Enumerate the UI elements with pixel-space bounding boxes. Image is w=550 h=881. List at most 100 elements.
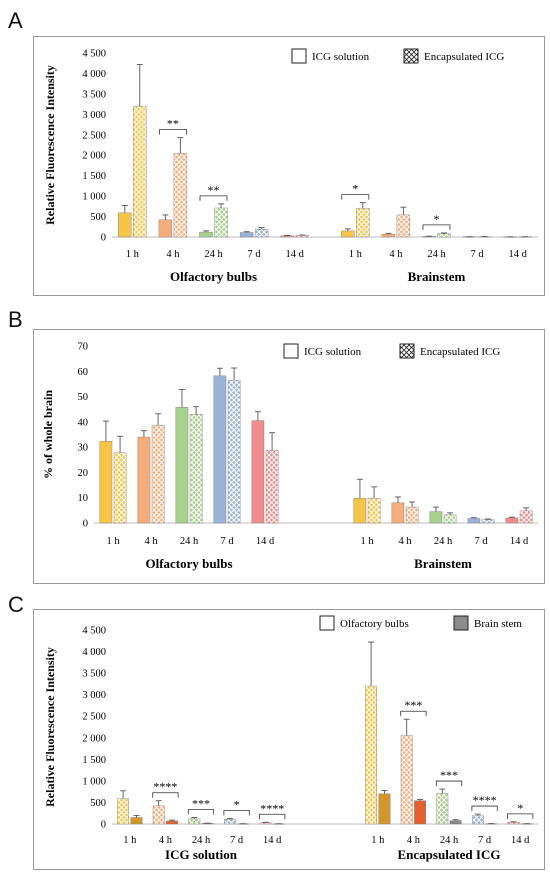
significance-label: **** [473,793,497,807]
y-tick-label: 2 000 [82,733,106,744]
significance-bracket [471,805,498,812]
bar [356,208,370,238]
group-label: Olfactory bulbs [145,556,232,571]
bar [214,207,228,238]
x-tick-label: 1 h [360,536,374,547]
bar [265,450,279,524]
bar [259,822,272,825]
x-tick-label: 1 h [126,249,140,260]
bar [405,506,419,524]
group-label: Encapsulated ICG [398,847,501,862]
bar [507,822,520,825]
significance-bracket [199,195,228,201]
y-axis-label: % of whole brain [41,390,55,479]
legend-label: Encapsulated ICG [424,51,504,63]
bar [378,793,391,825]
bar [481,519,495,524]
x-tick-label: 24 h [434,536,453,547]
y-tick-label: 500 [90,798,106,809]
x-tick-label: 24 h [192,835,211,846]
y-tick-label: 4 000 [82,69,106,80]
legend-swatch [291,48,307,64]
bar [166,820,178,825]
y-tick-label: 3 000 [82,110,106,121]
y-tick-label: 0 [83,519,88,530]
bar [436,793,449,825]
y-axis-label: Relative Fluorescence Intensity [43,647,57,807]
bar [519,510,533,524]
x-tick-label: 4 h [398,536,412,547]
x-tick-label: 14 d [509,249,528,260]
significance-label: * [234,797,240,811]
significance-bracket [223,809,250,816]
bar [400,735,413,825]
y-tick-label: 2 500 [82,712,106,723]
bar [133,105,147,238]
bar [429,511,443,524]
legend-swatch [399,343,415,359]
x-tick-label: 7 d [220,536,234,547]
legend-swatch [283,343,299,359]
significance-bracket [507,813,534,819]
y-tick-label: 60 [78,367,89,378]
chart-b: % of whole brain 0 10 20 30 40 50 60 70 1 h 4 h 24 … [41,342,538,571]
x-tick-label: 7 d [248,249,262,260]
y-tick-label: 0 [101,233,106,244]
bar [227,379,241,524]
panel-letter-c: C [8,592,24,617]
significance-bracket [159,129,187,135]
y-tick-label: 1 500 [82,171,106,182]
y-tick-label: 0 [101,820,106,831]
bar [381,233,396,238]
bar [353,498,367,524]
x-tick-label: 7 d [474,536,488,547]
bar [199,231,213,238]
panel-letter-b: B [8,307,23,332]
y-tick-label: 4 500 [82,626,106,637]
x-tick-label: 1 h [123,835,137,846]
significance-label: * [352,182,358,196]
bar [130,817,143,825]
bar [175,406,189,524]
x-tick-label: 4 h [144,536,158,547]
legend-label: Brain stem [474,618,522,630]
y-tick-label: 1 500 [82,755,106,766]
bar [117,798,129,825]
bar [113,452,127,524]
y-tick-label: 500 [90,212,106,223]
bar [254,229,269,238]
legend-label: Encapsulated ICG [420,346,500,358]
y-axis-label: Relative Fluorescence Intensity [43,65,57,225]
significance-bracket [187,809,215,815]
y-tick-label: 2 500 [82,130,106,141]
bar [367,498,381,524]
bar [396,214,411,238]
bar [467,518,481,524]
x-tick-label: 14 d [511,835,530,846]
significance-bracket [259,813,286,820]
group-label: ICG solution [165,847,238,862]
bar [365,685,377,825]
y-tick-label: 70 [78,342,89,353]
significance-bracket [400,710,427,717]
legend-swatch [403,48,419,64]
bar [189,414,203,524]
x-tick-label: 24 h [204,249,223,260]
x-tick-label: 4 h [407,835,421,846]
x-tick-label: 24 h [427,249,446,260]
significance-label: *** [404,698,422,712]
y-tick-label: 3 500 [82,669,106,680]
significance-bracket [341,194,370,200]
x-tick-label: 14 d [286,249,305,260]
x-tick-label: 14 d [256,536,275,547]
bar [251,420,265,524]
y-tick-label: 30 [78,443,89,454]
group-label: Olfactory bulbs [170,269,257,284]
bar [151,424,165,524]
bar [173,152,188,238]
significance-label: *** [440,768,458,782]
bar [505,517,519,524]
x-tick-label: 14 d [263,835,282,846]
significance-label: * [434,212,440,226]
x-tick-label: 1 h [106,536,120,547]
